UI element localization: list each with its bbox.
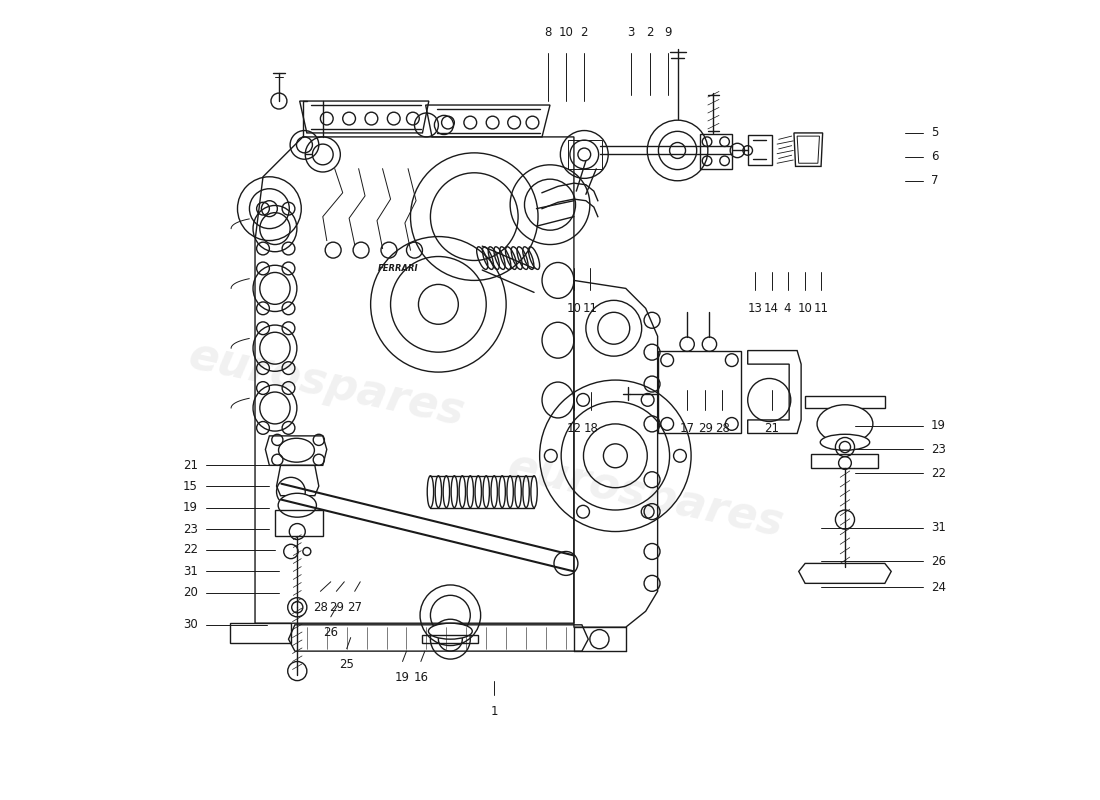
Ellipse shape	[278, 494, 317, 517]
Text: 22: 22	[183, 543, 198, 556]
Text: 7: 7	[931, 174, 938, 187]
Text: 25: 25	[339, 658, 354, 671]
Text: 29: 29	[329, 601, 344, 614]
Text: 11: 11	[814, 302, 828, 315]
Text: 5: 5	[931, 126, 938, 139]
Text: 19: 19	[931, 419, 946, 432]
Text: 18: 18	[584, 422, 598, 435]
Text: 2: 2	[646, 26, 653, 39]
Text: 28: 28	[715, 422, 729, 435]
Text: 28: 28	[314, 601, 328, 614]
Text: eurospares: eurospares	[185, 334, 469, 434]
Text: 26: 26	[323, 626, 339, 639]
Text: 19: 19	[183, 501, 198, 514]
Text: 10: 10	[566, 302, 582, 315]
Text: 4: 4	[784, 302, 791, 315]
Text: 8: 8	[543, 26, 551, 39]
Text: 29: 29	[698, 422, 713, 435]
Text: 16: 16	[414, 671, 428, 684]
Text: 3: 3	[628, 26, 635, 39]
Text: 23: 23	[931, 443, 946, 456]
Text: 26: 26	[931, 554, 946, 567]
Text: 19: 19	[395, 671, 410, 684]
Text: 31: 31	[183, 565, 198, 578]
Text: 10: 10	[798, 302, 813, 315]
Text: FERRARI: FERRARI	[378, 264, 419, 273]
Ellipse shape	[817, 405, 873, 443]
Ellipse shape	[428, 623, 472, 639]
Text: 24: 24	[931, 581, 946, 594]
Text: 27: 27	[348, 601, 362, 614]
Text: 22: 22	[931, 467, 946, 480]
Text: 20: 20	[183, 586, 198, 599]
Text: 21: 21	[183, 459, 198, 472]
Text: 2: 2	[581, 26, 589, 39]
Text: eurospares: eurospares	[504, 446, 788, 546]
Text: 14: 14	[764, 302, 779, 315]
Ellipse shape	[821, 434, 870, 450]
Text: 6: 6	[931, 150, 938, 163]
Text: 23: 23	[183, 522, 198, 536]
Text: 11: 11	[582, 302, 597, 315]
Text: 13: 13	[747, 302, 762, 315]
Text: 12: 12	[566, 422, 582, 435]
Text: 10: 10	[559, 26, 573, 39]
Text: 17: 17	[680, 422, 694, 435]
Text: 31: 31	[931, 521, 946, 534]
Text: 30: 30	[183, 618, 198, 631]
Text: 1: 1	[491, 705, 498, 718]
Text: 15: 15	[183, 479, 198, 493]
Text: 21: 21	[764, 422, 779, 435]
Text: 9: 9	[664, 26, 672, 39]
